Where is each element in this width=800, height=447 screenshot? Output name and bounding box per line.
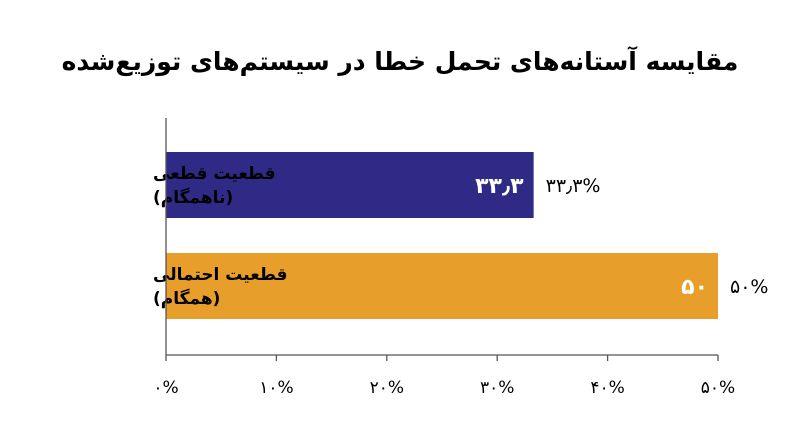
category-label-1-line-1: (همگام): [153, 288, 220, 309]
x-tick-label-1: ۱۰%: [259, 378, 293, 398]
x-tick-label-3: ۳۰%: [480, 378, 514, 398]
bar-value-label-outside-0: ۳۳٫۳%: [546, 175, 601, 197]
x-tick-label-0: ۰%: [153, 378, 178, 398]
bars: [166, 152, 718, 319]
axes: [165, 118, 719, 361]
category-label-1-line-0: قطعیت احتمالی: [153, 265, 288, 285]
bar-value-label-inside-0: ۳۳٫۳: [475, 174, 524, 199]
bar-value-label-outside-1: ۵۰%: [730, 276, 768, 298]
bar-0: [166, 152, 534, 218]
data-labels: ۳۳٫۳ ۳۳٫۳% ۵۰ ۵۰%: [475, 174, 768, 300]
chart-title: مقایسه آستانه‌های تحمل خطا در سیستم‌های …: [62, 46, 739, 77]
category-labels: قطعیت قطعی (ناهمگام) قطعیت احتمالی (همگام): [153, 164, 288, 309]
category-label-0-line-1: (ناهمگام): [153, 187, 233, 208]
category-label-0-line-0: قطعیت قطعی: [153, 164, 276, 184]
x-tick-label-2: ۲۰%: [370, 378, 404, 398]
bar-1: [166, 253, 718, 319]
x-tick-label-5: ۵۰%: [701, 378, 735, 398]
x-tick-label-4: ۴۰%: [590, 378, 624, 398]
x-tick-labels: ۰% ۱۰% ۲۰% ۳۰% ۴۰% ۵۰%: [153, 378, 735, 398]
bar-value-label-inside-1: ۵۰: [681, 275, 708, 300]
